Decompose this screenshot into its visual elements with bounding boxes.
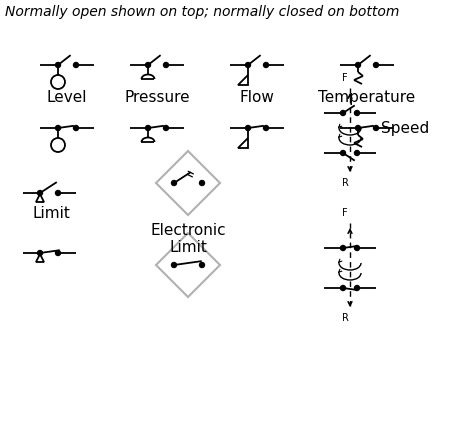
Circle shape <box>263 126 268 131</box>
Circle shape <box>354 286 359 291</box>
Circle shape <box>354 245 359 250</box>
Circle shape <box>354 110 359 115</box>
Circle shape <box>171 263 176 267</box>
Circle shape <box>163 63 168 68</box>
Circle shape <box>55 63 60 68</box>
Text: Electronic
Limit: Electronic Limit <box>150 223 225 255</box>
Text: F: F <box>341 73 347 83</box>
Circle shape <box>245 63 250 68</box>
Circle shape <box>199 181 204 186</box>
Circle shape <box>73 126 79 131</box>
Circle shape <box>145 63 150 68</box>
Text: F: F <box>341 208 347 218</box>
Text: Speed: Speed <box>380 121 428 135</box>
Text: Flow: Flow <box>239 90 274 104</box>
Circle shape <box>340 151 345 156</box>
Circle shape <box>163 126 168 131</box>
Circle shape <box>55 126 60 131</box>
Circle shape <box>145 126 150 131</box>
Circle shape <box>38 190 42 195</box>
Circle shape <box>340 245 345 250</box>
Circle shape <box>373 126 378 131</box>
Circle shape <box>340 110 345 115</box>
Circle shape <box>355 63 360 68</box>
Text: R: R <box>341 313 347 323</box>
Circle shape <box>38 250 42 255</box>
Circle shape <box>373 63 378 68</box>
Circle shape <box>354 151 359 156</box>
Text: Pressure: Pressure <box>124 90 189 104</box>
Circle shape <box>263 63 268 68</box>
Circle shape <box>245 126 250 131</box>
Text: Temperature: Temperature <box>317 90 415 104</box>
Text: Level: Level <box>47 90 87 104</box>
Circle shape <box>199 263 204 267</box>
Text: Limit: Limit <box>32 206 70 220</box>
Circle shape <box>55 190 60 195</box>
Text: R: R <box>341 178 347 188</box>
Text: Normally open shown on top; normally closed on bottom: Normally open shown on top; normally clo… <box>5 5 398 19</box>
Circle shape <box>355 126 360 131</box>
Circle shape <box>171 181 176 186</box>
Circle shape <box>73 63 79 68</box>
Circle shape <box>340 286 345 291</box>
Circle shape <box>55 250 60 255</box>
